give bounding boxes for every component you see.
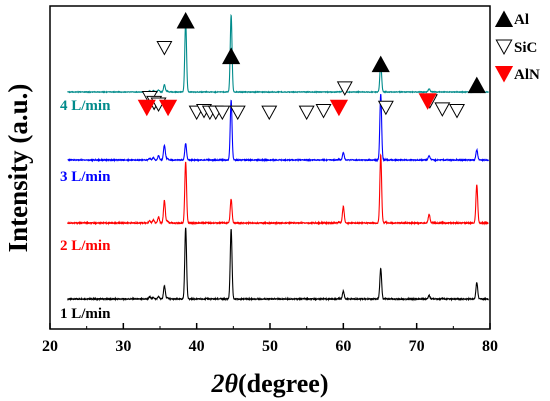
legend: Al SiC AlN	[494, 10, 540, 83]
legend-label-al: Al	[514, 12, 529, 28]
x-tick-label-20: 20	[42, 338, 58, 355]
marker-al-44-7	[222, 47, 241, 65]
marker-aln-59-4	[329, 99, 349, 117]
marker-aln-36-1	[158, 99, 178, 117]
peak-markers	[137, 11, 486, 121]
x-tick-label-40: 40	[189, 338, 205, 355]
series-labels: 1 L/min 2 L/min 3 L/min 4 L/min	[60, 98, 111, 322]
marker-sic-49-9	[261, 105, 278, 121]
x-tick-label-50: 50	[262, 338, 278, 355]
series-label-1-l-min: 1 L/min	[60, 306, 111, 322]
x-axis-ticks: 20 30 40 50 60 70 80	[42, 323, 498, 355]
series-label-4-l-min: 4 L/min	[60, 98, 111, 114]
marker-sic-73-5	[434, 102, 451, 117]
x-tick-label-70: 70	[409, 338, 425, 355]
marker-sic-45-6	[229, 105, 246, 121]
x-axis-unit: (degree)	[238, 369, 328, 398]
series-line-1-l-min	[67, 227, 489, 302]
x-tick-label-80: 80	[482, 338, 498, 355]
legend-marker-aln	[494, 66, 514, 83]
x-axis-label: 2θ(degree)	[211, 369, 329, 398]
series-line-4-l-min	[67, 13, 489, 94]
marker-al-38-5	[176, 11, 195, 29]
series-traces	[67, 13, 489, 302]
marker-sic-65-8	[377, 100, 394, 116]
legend-label-sic: SiC	[514, 40, 537, 56]
x-tick-label-30: 30	[115, 338, 131, 355]
marker-sic-57-3	[315, 103, 332, 119]
y-axis-label: Intensity (a.u.)	[3, 84, 33, 253]
x-axis-symbol: 2θ	[211, 369, 239, 398]
series-label-2-l-min: 2 L/min	[60, 238, 111, 254]
series-line-3-l-min	[67, 93, 489, 163]
marker-aln-71-5	[418, 93, 437, 110]
marker-aln-33-2	[137, 99, 156, 117]
plot-frame	[49, 5, 491, 330]
marker-sic-43-5	[214, 105, 231, 121]
series-label-3-l-min: 3 L/min	[60, 169, 111, 185]
legend-marker-al	[494, 10, 514, 27]
marker-sic-75-5	[449, 103, 465, 119]
marker-sic-35-6	[156, 40, 173, 56]
marker-sic-55	[298, 105, 315, 121]
series-line-2-l-min	[67, 153, 489, 226]
marker-al-78-2	[467, 76, 486, 94]
legend-label-aln: AlN	[514, 67, 540, 83]
legend-marker-sic	[495, 39, 513, 56]
x-tick-label-60: 60	[335, 338, 351, 355]
marker-sic-60-2	[336, 81, 353, 96]
marker-al-65-1	[371, 55, 390, 73]
